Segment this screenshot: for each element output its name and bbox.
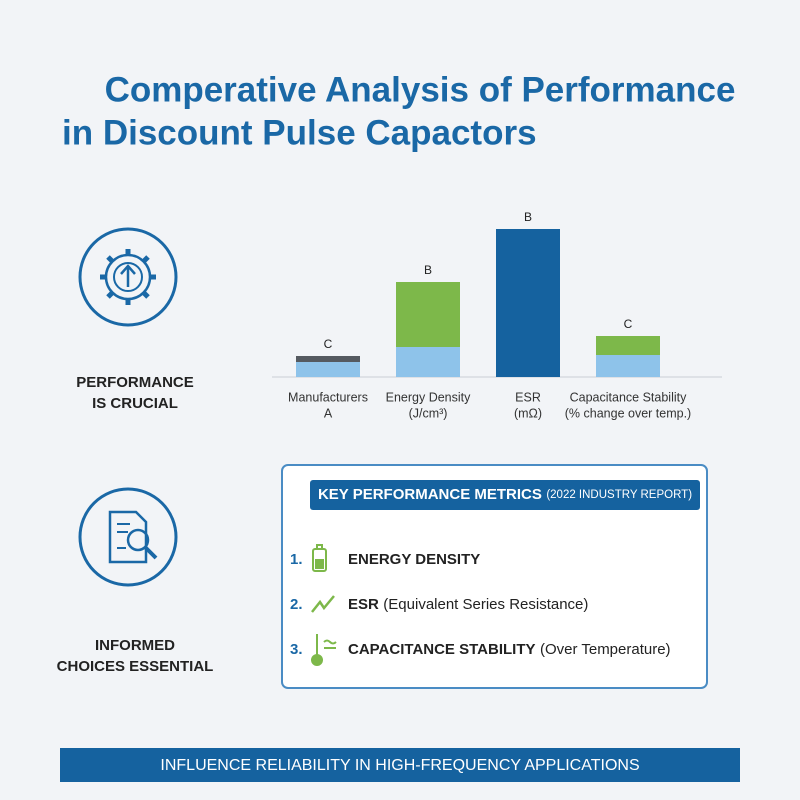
battery-icon	[312, 544, 327, 572]
bar-segment	[396, 347, 460, 377]
left-label: IS CRUCIAL	[92, 395, 178, 412]
banner-text: INFLUENCE RELIABILITY IN HIGH-FREQUENCY …	[160, 757, 639, 774]
bar-segment	[596, 355, 660, 377]
bar-label: C	[324, 337, 333, 351]
x-tick-label: ESR	[515, 390, 541, 404]
item-label: ENERGY DENSITY	[348, 551, 480, 568]
bar-label: C	[624, 317, 633, 331]
metrics-header	[310, 480, 700, 510]
left-label: PERFORMANCE	[76, 374, 194, 391]
bar-segment	[296, 362, 360, 377]
thermometer-icon	[311, 634, 337, 666]
x-tick-label: Energy Density	[386, 390, 472, 404]
bar-label: B	[524, 210, 532, 224]
x-tick-label: (J/cm³)	[409, 406, 448, 420]
bar-segment	[396, 282, 460, 347]
item-note: (Equivalent Series Resistance)	[383, 596, 588, 613]
title-line: in Discount Pulse Capactors	[62, 113, 537, 152]
lightning-icon	[311, 595, 335, 613]
banner	[60, 748, 740, 782]
bar-chart: Manufacturers A C Energy Density (J/cm³) B ESR…	[288, 210, 691, 420]
metrics-heading: KEY PERFORMANCE METRICS (2022 INDUSTRY R…	[318, 486, 692, 503]
subheading: (2022 INDUSTRY REPORT)	[546, 489, 692, 501]
heading: KEY PERFORMANCE METRICS	[318, 486, 542, 503]
x-tick-label: A	[324, 406, 333, 420]
item-label: ESR	[348, 596, 379, 613]
title-line: Comperative Analysis of Performance	[105, 70, 736, 109]
document-icon	[78, 487, 178, 587]
metrics-box	[281, 464, 708, 689]
x-tick-label: Capacitance Stability	[570, 390, 687, 404]
left-label: CHOICES ESSENTIAL	[57, 658, 214, 675]
item-text: ESR (Equivalent Series Resistance)	[348, 596, 588, 613]
left-label: INFORMED	[95, 637, 175, 654]
gear-icon	[78, 227, 178, 327]
item-number: 1.	[290, 551, 303, 568]
item-number: 2.	[290, 596, 303, 613]
item-label: CAPACITANCE STABILITY	[348, 641, 536, 658]
item-note: (Over Temperature)	[540, 641, 671, 658]
bar-label: B	[424, 263, 432, 277]
bar-segment	[496, 229, 560, 377]
bar-segment	[596, 336, 660, 355]
x-tick-label: Manufacturers	[288, 390, 368, 404]
x-tick-label: (mΩ)	[514, 406, 542, 420]
x-tick-label: (% change over temp.)	[565, 406, 691, 420]
item-text: CAPACITANCE STABILITY (Over Temperature)	[348, 641, 671, 658]
bar-segment	[296, 356, 360, 362]
item-number: 3.	[290, 641, 303, 658]
